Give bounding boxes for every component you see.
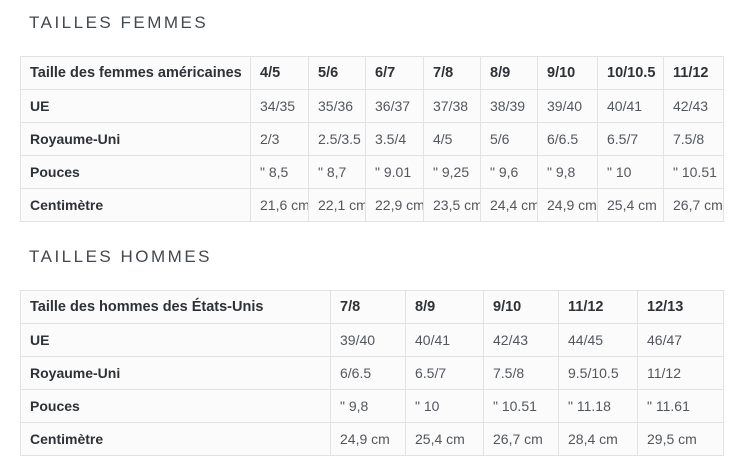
value-cell: 46/47 (637, 323, 724, 357)
header-size-cell: 11/12 (663, 56, 724, 90)
header-row: Taille des femmes américaines 4/5 5/6 6/7 7/… (20, 56, 724, 90)
header-label-cell: Taille des femmes américaines (20, 56, 251, 90)
header-size-cell: 12/13 (637, 290, 724, 324)
value-cell: 6.5/7 (405, 356, 484, 390)
header-size-cell: 5/6 (308, 56, 366, 90)
value-cell: " 10.51 (483, 389, 559, 423)
value-cell: 44/45 (558, 323, 638, 357)
table-row: Centimètre 21,6 cm 22,1 cm 22,9 cm 23,5 cm 24… (20, 188, 724, 222)
header-size-cell: 7/8 (330, 290, 406, 324)
table-row: Royaume-Uni 2/3 2.5/3.5 3.5/4 4/5 5/6 6/6.5 6.5… (20, 122, 724, 156)
header-size-cell: 9/10 (537, 56, 598, 90)
value-cell: 39/40 (537, 89, 598, 123)
value-cell: " 9,8 (537, 155, 598, 189)
value-cell: 21,6 cm (250, 188, 309, 222)
header-size-cell: 8/9 (405, 290, 484, 324)
row-label-cell: Pouces (20, 155, 251, 189)
value-cell: " 10 (597, 155, 664, 189)
value-cell: " 11.18 (558, 389, 638, 423)
header-size-cell: 10/10.5 (597, 56, 664, 90)
value-cell: 24,9 cm (537, 188, 598, 222)
women-sizes-title: TAILLES FEMMES (29, 13, 209, 32)
value-cell: 5/6 (480, 122, 538, 156)
value-cell: 2.5/3.5 (308, 122, 366, 156)
value-cell: 6/6.5 (537, 122, 598, 156)
header-size-cell: 6/7 (365, 56, 424, 90)
value-cell: 40/41 (405, 323, 484, 357)
value-cell: 11/12 (637, 356, 724, 390)
value-cell: 2/3 (250, 122, 309, 156)
value-cell: 40/41 (597, 89, 664, 123)
table-row: UE 34/35 35/36 36/37 37/38 38/39 39/40 40/41 42/… (20, 89, 724, 123)
men-sizes-table: Taille des hommes des États-Unis 7/8 8/9 9/… (20, 290, 724, 456)
value-cell: " 10 (405, 389, 484, 423)
women-sizes-section: TAILLES FEMMES Taille des femmes américa… (0, 13, 749, 222)
value-cell: " 10.51 (663, 155, 724, 189)
row-label-cell: Centimètre (20, 422, 331, 456)
value-cell: 29,5 cm (637, 422, 724, 456)
table-row: Centimètre 24,9 cm 25,4 cm 26,7 cm 28,4 cm 29… (20, 422, 724, 456)
value-cell: " 9,8 (330, 389, 406, 423)
value-cell: 4/5 (423, 122, 481, 156)
value-cell: " 9,6 (480, 155, 538, 189)
value-cell: 28,4 cm (558, 422, 638, 456)
value-cell: 24,9 cm (330, 422, 406, 456)
value-cell: " 8,5 (250, 155, 309, 189)
value-cell: 42/43 (663, 89, 724, 123)
header-size-cell: 7/8 (423, 56, 481, 90)
header-size-cell: 9/10 (483, 290, 559, 324)
value-cell: 38/39 (480, 89, 538, 123)
value-cell: 24,4 cm (480, 188, 538, 222)
value-cell: " 11.61 (637, 389, 724, 423)
value-cell: 25,4 cm (405, 422, 484, 456)
value-cell: 25,4 cm (597, 188, 664, 222)
value-cell: 6/6.5 (330, 356, 406, 390)
header-size-cell: 4/5 (250, 56, 309, 90)
value-cell: 6.5/7 (597, 122, 664, 156)
men-sizes-section: TAILLES HOMMES Taille des hommes des Éta… (0, 247, 749, 456)
row-label-cell: Royaume-Uni (20, 122, 251, 156)
row-label-cell: Centimètre (20, 188, 251, 222)
header-size-cell: 8/9 (480, 56, 538, 90)
value-cell: 7.5/8 (663, 122, 724, 156)
value-cell: 23,5 cm (423, 188, 481, 222)
row-label-cell: Pouces (20, 389, 331, 423)
value-cell: 34/35 (250, 89, 309, 123)
value-cell: 3.5/4 (365, 122, 424, 156)
value-cell: 26,7 cm (663, 188, 724, 222)
value-cell: " 9,25 (423, 155, 481, 189)
row-label-cell: UE (20, 89, 251, 123)
header-label-cell: Taille des hommes des États-Unis (20, 290, 331, 324)
value-cell: 22,1 cm (308, 188, 366, 222)
row-label-cell: Royaume-Uni (20, 356, 331, 390)
value-cell: 36/37 (365, 89, 424, 123)
value-cell: 9.5/10.5 (558, 356, 638, 390)
men-sizes-title: TAILLES HOMMES (29, 247, 212, 266)
value-cell: 26,7 cm (483, 422, 559, 456)
table-row: Pouces " 8,5 " 8,7 " 9.01 " 9,25 " 9,6 " 9,8 " … (20, 155, 724, 189)
value-cell: 39/40 (330, 323, 406, 357)
table-row: UE 39/40 40/41 42/43 44/45 46/47 (20, 323, 724, 357)
value-cell: 22,9 cm (365, 188, 424, 222)
table-row: Royaume-Uni 6/6.5 6.5/7 7.5/8 9.5/10.5 11/12 (20, 356, 724, 390)
value-cell: " 9.01 (365, 155, 424, 189)
value-cell: 37/38 (423, 89, 481, 123)
value-cell: " 8,7 (308, 155, 366, 189)
header-row: Taille des hommes des États-Unis 7/8 8/9 9/… (20, 290, 724, 324)
women-sizes-table: Taille des femmes américaines 4/5 5/6 6/7 7/… (20, 56, 724, 222)
table-row: Pouces " 9,8 " 10 " 10.51 " 11.18 " 11.61 (20, 389, 724, 423)
value-cell: 7.5/8 (483, 356, 559, 390)
row-label-cell: UE (20, 323, 331, 357)
value-cell: 42/43 (483, 323, 559, 357)
value-cell: 35/36 (308, 89, 366, 123)
header-size-cell: 11/12 (558, 290, 638, 324)
